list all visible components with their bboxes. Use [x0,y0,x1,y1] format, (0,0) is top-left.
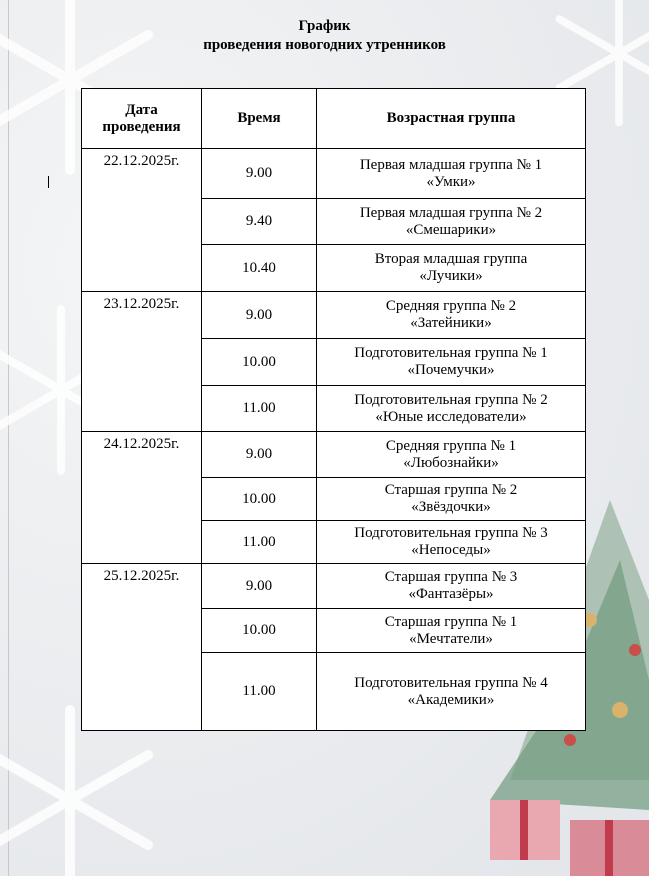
text-cursor [48,176,49,188]
group-cell: Средняя группа № 1 «Любознайки» [316,431,586,478]
time-cell: 10.40 [201,244,317,292]
table-row: 11.00 Подготовительная группа № 4 «Академи… [82,652,586,731]
time-cell: 10.00 [201,608,317,653]
group-label: Подготовительная группа № 1 [354,345,548,361]
group-label: Старшая группа № 3 [384,569,518,585]
time-cell: 9.00 [201,563,317,609]
group-name: «Почемучки» [407,362,495,378]
date-cell: 24.12.2025г. [81,431,202,564]
group-name: «Непоседы» [411,542,491,558]
table-row: 25.12.2025г. 9.00 Старшая группа № 3 «Фанта… [81,563,586,731]
group-name: «Академики» [407,691,495,708]
group-label: Старшая группа № 2 [384,482,518,498]
group-cell: Старшая группа № 3 «Фантазёры» [316,563,586,609]
page-edge [8,0,9,876]
group-name: «Затейники» [410,315,492,331]
time-cell: 9.40 [201,198,317,245]
group-cell: Первая младшая группа № 2 «Смешарики» [316,198,586,245]
group-cell: Подготовительная группа № 1 «Почемучки» [316,338,586,386]
table-row: 9.40 Первая младшая группа № 2 «Смешарики» [82,198,586,245]
table-row: 10.00 Старшая группа № 2 «Звёздочки» [82,477,586,521]
group-name: «Любознайки» [403,454,499,471]
date-cell: 22.12.2025г. [81,148,202,292]
group-cell: Старшая группа № 2 «Звёздочки» [316,477,586,521]
group-name: «Фантазёры» [408,586,494,602]
group-label: Средняя группа № 2 [385,298,517,314]
group-label: Средняя группа № 1 [385,437,517,454]
table-row: 23.12.2025г. 9.00 Средняя группа № 2 «Затей… [81,291,586,432]
group-cell: Средняя группа № 2 «Затейники» [316,291,586,339]
table-row: 11.00 Подготовительная группа № 2 «Юные ис… [82,385,586,432]
group-label: Подготовительная группа № 3 [354,525,548,541]
table-row: 10.00 Подготовительная группа № 1 «Почемуч… [82,338,586,386]
document-title: График [298,18,351,34]
time-cell: 11.00 [201,520,317,564]
time-cell: 10.00 [201,477,317,521]
group-cell: Подготовительная группа № 3 «Непоседы» [316,520,586,564]
snowflake-decoration [0,705,153,876]
group-cell: Первая младшая группа № 1 «Умки» [316,148,586,199]
table-row: 24.12.2025г. 9.00 Средняя группа № 1 «Любоз… [81,431,586,564]
group-name: «Звёздочки» [411,499,491,515]
time-cell: 10.00 [201,338,317,386]
group-cell: Подготовительная группа № 2 «Юные исследо… [316,385,586,432]
group-name: «Лучики» [419,268,483,284]
date-cell: 25.12.2025г. [81,563,202,731]
group-name: «Мечтатели» [409,630,493,647]
group-label: Старшая группа № 1 [384,613,518,630]
group-label: Первая младшая группа № 1 [359,156,543,173]
table-row: 10.00 Старшая группа № 1 «Мечтатели» [82,608,586,653]
table-row: 10.40 Вторая младшая группа «Лучики» [82,244,586,292]
group-label: Первая младшая группа № 2 [359,204,543,221]
header-date: Дата проведения [81,88,202,149]
document-subtitle: проведения новогодних утренников [203,37,446,53]
time-cell: 11.00 [201,385,317,432]
group-cell: Подготовительная группа № 4 «Академики» [316,652,586,731]
table-row: 22.12.2025г. 9.00 Первая младшая группа № … [81,148,586,292]
schedule-table: Дата проведения Время Возрастная группа … [81,88,586,731]
group-name: «Смешарики» [405,221,497,238]
time-cell: 9.00 [201,291,317,339]
header-group: Возрастная группа [316,88,586,149]
group-cell: Вторая младшая группа «Лучики» [316,244,586,292]
group-label: Подготовительная группа № 4 [354,674,548,691]
time-cell: 11.00 [201,652,317,731]
group-label: Вторая младшая группа [374,251,528,267]
date-cell: 23.12.2025г. [81,291,202,432]
group-cell: Старшая группа № 1 «Мечтатели» [316,608,586,653]
group-label: Подготовительная группа № 2 [354,391,548,408]
time-cell: 9.00 [201,431,317,478]
group-name: «Умки» [426,173,476,190]
group-name: «Юные исследователи» [375,408,527,425]
table-header-row: Дата проведения Время Возрастная группа [81,88,586,149]
header-time: Время [201,88,317,149]
snowflake-decoration [555,0,649,127]
time-cell: 9.00 [201,148,317,199]
